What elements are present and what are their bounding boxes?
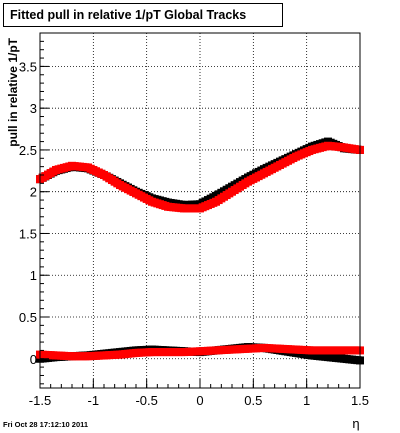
grid [40,33,360,388]
y-tick-label: 1 [30,268,37,283]
x-tick-label: 0 [196,393,203,408]
x-tick-label: -1 [88,393,100,408]
x-axis-label: η [352,416,359,431]
y-tick-label: 1.5 [19,226,37,241]
x-tick-label: -0.5 [135,393,157,408]
y-tick-label: 0.5 [19,310,37,325]
y-tick-label: 2 [30,185,37,200]
y-tick-label: 2.5 [19,143,37,158]
tick-labels: -1.5 -1 -0.5 0 0.5 1 1.5 0 0.5 1 1.5 2 2.5 3 3.5 [19,59,369,408]
y-tick-label: 0 [30,352,37,367]
x-tick-label: 1 [303,393,310,408]
x-tick-label: -1.5 [29,393,51,408]
data-series-4 [36,343,364,361]
x-tick-label: 0.5 [244,393,262,408]
y-tick-label: 3.5 [19,59,37,74]
y-tick-label: 3 [30,101,37,116]
data-series-2 [36,141,364,213]
y-axis-label: pull in relative 1/pT [6,37,20,146]
timestamp: Fri Oct 28 17:12:10 2011 [3,420,89,429]
chart-title: Fitted pull in relative 1/pT Global Trac… [3,3,283,27]
data-series [36,137,364,365]
axis-ticks [39,40,361,388]
x-tick-label: 1.5 [351,393,369,408]
